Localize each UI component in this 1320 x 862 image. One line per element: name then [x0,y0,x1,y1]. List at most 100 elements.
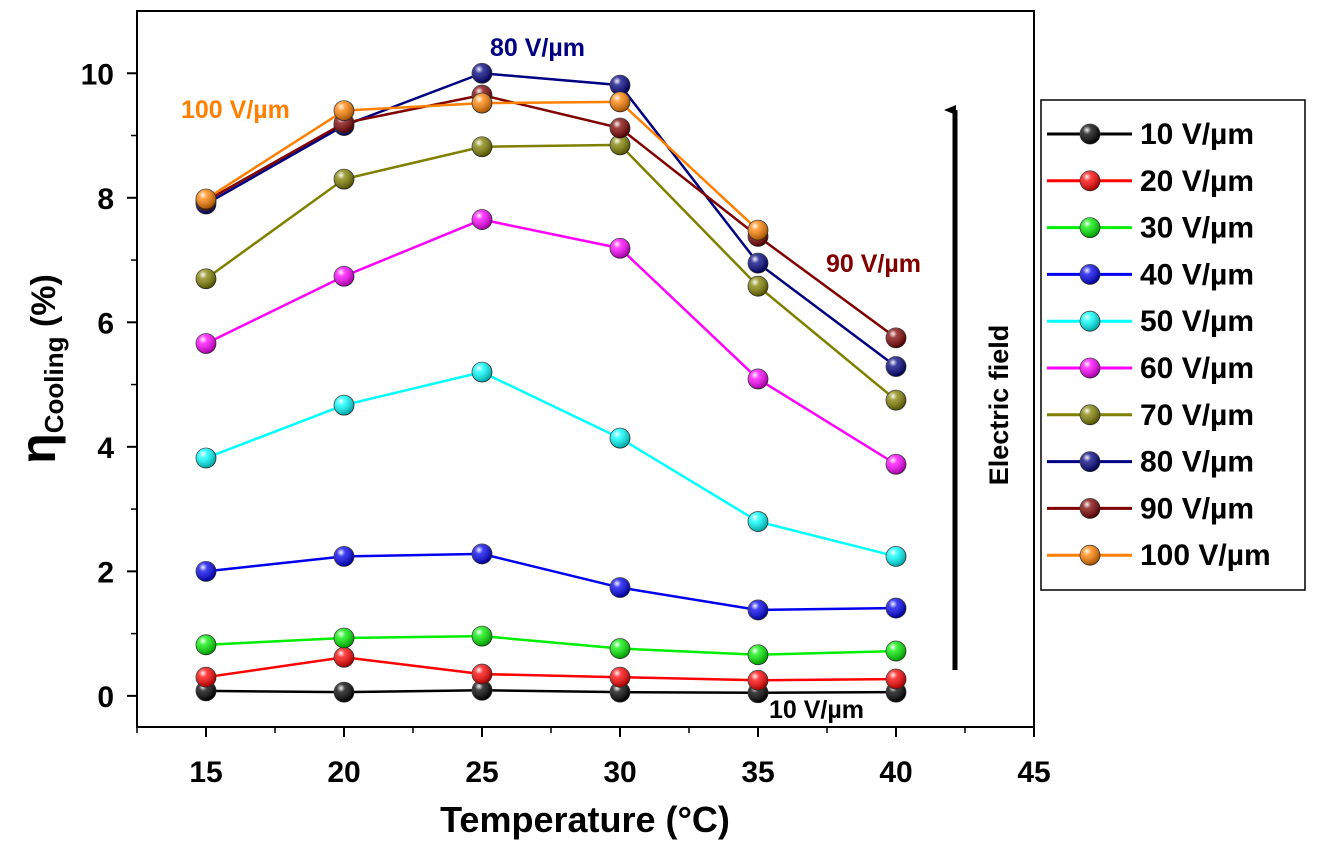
data-point-highlight [472,63,492,84]
y-tick-label: 6 [97,307,114,340]
legend-label: 20 V/µm [1140,165,1254,198]
data-point-highlight [748,276,768,297]
series-10 [195,91,769,241]
data-point-highlight [196,448,216,469]
annotation-80: 80 V/µm [490,34,585,62]
series-line [205,93,897,339]
data-point-highlight [886,356,906,377]
data-point-highlight [334,266,354,287]
y-tick-label: 4 [97,432,114,465]
x-tick-label: 30 [603,756,636,789]
y-axis-label-unit: (%) [25,274,63,336]
data-point-highlight [334,546,354,567]
legend-label: 30 V/µm [1140,212,1254,245]
data-point-highlight [196,189,216,210]
data-point-highlight [748,368,768,389]
data-point-highlight [610,91,630,112]
legend-marker-highlight [1080,311,1100,332]
legend-label: 70 V/µm [1140,399,1254,432]
x-axis: 15 20 25 30 35 40 45 [136,727,1051,789]
data-point-highlight [610,577,630,598]
legend-item: 10 V/µm [1047,118,1254,151]
data-point-highlight [610,75,630,96]
data-point-highlight [334,100,354,121]
x-tick-label: 25 [465,756,498,789]
data-point-highlight [610,134,630,155]
data-point-highlight [610,667,630,688]
series-line [205,552,897,612]
legend-item: 30 V/µm [1047,212,1254,245]
legend-marker-highlight [1080,217,1100,238]
data-point-highlight [196,561,216,582]
data-point-highlight [334,395,354,416]
legend-marker-highlight [1080,264,1100,285]
annotation-90: 90 V/µm [826,250,921,278]
legend-marker-highlight [1080,451,1100,472]
legend-label: 90 V/µm [1140,492,1254,525]
x-tick-label: 40 [879,756,912,789]
legend-item: 50 V/µm [1047,305,1254,338]
legend-item: 20 V/µm [1047,165,1254,198]
y-axis-label: ηCooling (%) [10,274,69,464]
series-line [205,689,897,695]
y-axis-label-subscript: Cooling [39,337,69,434]
y-tick-label: 2 [97,556,114,589]
data-point-highlight [748,644,768,665]
x-tick-label: 20 [327,756,360,789]
annotation-10: 10 V/µm [769,696,864,724]
legend-label: 10 V/µm [1140,118,1254,151]
legend-item: 100 V/µm [1047,539,1271,572]
data-point-highlight [334,647,354,668]
data-point-highlight [886,546,906,567]
annotation-100: 100 V/µm [181,96,290,124]
data-point-highlight [610,682,630,703]
series-layer [195,62,907,704]
series-7 [195,134,907,411]
legend-item: 90 V/µm [1047,492,1254,525]
data-point-highlight [472,680,492,701]
plot-frame [136,10,1035,728]
legend-item: 40 V/µm [1047,258,1254,291]
legend-label: 100 V/µm [1140,539,1271,572]
x-axis-label: Temperature (°C) [440,799,730,840]
electric-field-label: Electric field [984,325,1014,486]
data-point-highlight [334,169,354,190]
series-line [205,634,897,657]
data-point-highlight [886,454,906,475]
legend-marker-highlight [1080,545,1100,566]
y-axis-label-symbol: η [10,433,66,464]
data-point-highlight [610,638,630,659]
legend-marker-highlight [1080,124,1100,144]
legend-marker-highlight [1080,498,1100,519]
legend: 10 V/µm 20 V/µm 30 V/µm 40 V/µm 50 V/µm 60 V/… [1047,118,1271,572]
data-point-highlight [472,664,492,685]
legend-label: 80 V/µm [1140,446,1254,479]
data-point-highlight [748,220,768,241]
data-point-highlight [472,362,492,383]
series-8 [195,62,907,377]
data-point-highlight [748,253,768,274]
data-point-highlight [334,627,354,648]
x-tick-label: 45 [1017,756,1050,789]
legend-label: 40 V/µm [1140,258,1254,291]
series-4 [195,543,907,621]
series-line [205,656,897,682]
data-point-highlight [472,93,492,114]
legend-item: 60 V/µm [1047,352,1254,385]
series-2 [195,646,907,691]
series-line [205,143,897,402]
data-point-highlight [610,118,630,139]
legend-item: 80 V/µm [1047,446,1254,479]
data-point-highlight [886,390,906,411]
y-tick-label: 0 [97,681,114,714]
data-point-highlight [748,599,768,620]
data-point-highlight [886,598,906,619]
data-point-highlight [610,238,630,259]
x-tick-label: 15 [189,756,222,789]
data-point-highlight [196,333,216,354]
legend-marker-highlight [1080,170,1100,191]
data-point-highlight [472,543,492,564]
y-tick-label: 10 [81,58,114,91]
data-point-highlight [886,641,906,662]
